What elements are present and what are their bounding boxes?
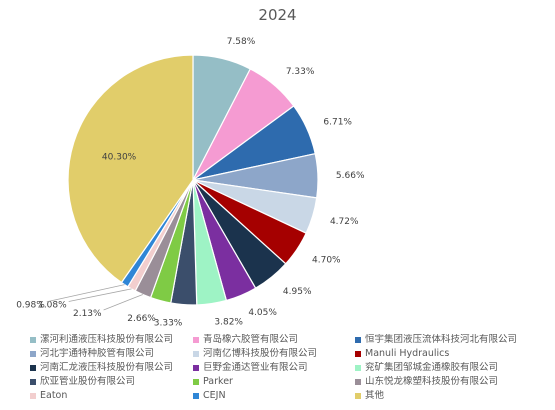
legend-swatch bbox=[193, 392, 199, 399]
chart-title: 2024 bbox=[258, 6, 297, 24]
legend-label: 河南亿博科技股份有限公司 bbox=[203, 348, 318, 359]
legend-label: 恒宇集团液压流体科技河北有限公司 bbox=[365, 334, 518, 345]
legend-entry: 巨野金通达管业有限公司 bbox=[193, 362, 355, 373]
leader-line bbox=[103, 294, 143, 311]
legend-swatch bbox=[193, 364, 199, 371]
legend-entry: 其他 bbox=[355, 390, 550, 401]
leader-line bbox=[68, 288, 132, 302]
legend-swatch bbox=[193, 336, 199, 343]
legend-entry: 河北宇通特种胶管有限公司 bbox=[30, 348, 193, 359]
legend-entry: Parker bbox=[193, 376, 355, 387]
pie-slice bbox=[67, 54, 194, 284]
leader-line bbox=[46, 284, 125, 303]
legend-label: 欣亚管业股份有限公司 bbox=[40, 376, 136, 387]
legend-label: 其他 bbox=[365, 390, 385, 401]
legend-label: Parker bbox=[203, 376, 233, 387]
legend-entry: CEJN bbox=[193, 390, 355, 401]
legend-label: 青岛橡六胶管有限公司 bbox=[203, 334, 299, 345]
slice-data-label: 5.66% bbox=[336, 171, 365, 181]
legend-label: 河南汇龙液压科技股份有限公司 bbox=[40, 362, 174, 373]
chart-legend: 漯河利通液压科技股份有限公司 青岛橡六胶管有限公司 恒宇集团液压流体科技河北有限公司… bbox=[30, 334, 550, 401]
legend-entry: Manuli Hydraulics bbox=[355, 348, 550, 359]
legend-swatch bbox=[355, 350, 361, 357]
pie-plot: 7.58% 7.33% 6.71% 5.66% 4.72% 4.70% 4.95% 4.05%… bbox=[16, 37, 365, 329]
legend-label: CEJN bbox=[203, 390, 226, 401]
legend-swatch bbox=[355, 392, 361, 399]
legend-swatch bbox=[30, 392, 36, 399]
slice-data-label: 7.33% bbox=[286, 67, 315, 77]
legend-label: 兖矿集团邹城金通橡胶有限公司 bbox=[365, 362, 499, 373]
legend-label: 巨野金通达管业有限公司 bbox=[203, 362, 308, 373]
slice-data-label: 4.05% bbox=[248, 308, 277, 318]
legend-swatch bbox=[30, 378, 36, 385]
legend-swatch bbox=[193, 350, 199, 357]
legend-label: Manuli Hydraulics bbox=[365, 348, 450, 359]
slice-data-label: 4.70% bbox=[312, 255, 341, 265]
legend-entry: 河南汇龙液压科技股份有限公司 bbox=[30, 362, 193, 373]
slice-data-label: 0.98% bbox=[16, 301, 45, 311]
legend-swatch bbox=[193, 378, 199, 385]
legend-swatch bbox=[355, 336, 361, 343]
legend-entry: 青岛橡六胶管有限公司 bbox=[193, 334, 355, 345]
legend-entry: 欣亚管业股份有限公司 bbox=[30, 376, 193, 387]
legend-label: 漯河利通液压科技股份有限公司 bbox=[40, 334, 174, 345]
legend-entry: 山东悦龙橡塑科技股份有限公司 bbox=[355, 376, 550, 387]
slice-data-label: 2.66% bbox=[127, 314, 156, 324]
slice-data-label: 3.82% bbox=[214, 317, 243, 327]
legend-label: Eaton bbox=[40, 390, 68, 401]
legend-swatch bbox=[30, 336, 36, 343]
legend-swatch bbox=[30, 364, 36, 371]
legend-swatch bbox=[355, 378, 361, 385]
slice-data-label: 3.33% bbox=[154, 319, 183, 329]
legend-entry: Eaton bbox=[30, 390, 193, 401]
slice-data-label: 4.95% bbox=[283, 287, 312, 297]
slice-data-label: 6.71% bbox=[323, 117, 352, 127]
legend-label: 山东悦龙橡塑科技股份有限公司 bbox=[365, 376, 499, 387]
legend-entry: 恒宇集团液压流体科技河北有限公司 bbox=[355, 334, 550, 345]
legend-entry: 河南亿博科技股份有限公司 bbox=[193, 348, 355, 359]
legend-swatch bbox=[30, 350, 36, 357]
slice-data-label: 2.13% bbox=[73, 309, 102, 319]
slice-data-label: 1.08% bbox=[38, 301, 67, 311]
slice-data-label: 7.58% bbox=[227, 37, 256, 47]
legend-label: 河北宇通特种胶管有限公司 bbox=[40, 348, 155, 359]
slice-data-label: 40.30% bbox=[102, 153, 137, 163]
legend-entry: 兖矿集团邹城金通橡胶有限公司 bbox=[355, 362, 550, 373]
legend-entry: 漯河利通液压科技股份有限公司 bbox=[30, 334, 193, 345]
slice-data-label: 4.72% bbox=[330, 217, 359, 227]
legend-swatch bbox=[355, 364, 361, 371]
